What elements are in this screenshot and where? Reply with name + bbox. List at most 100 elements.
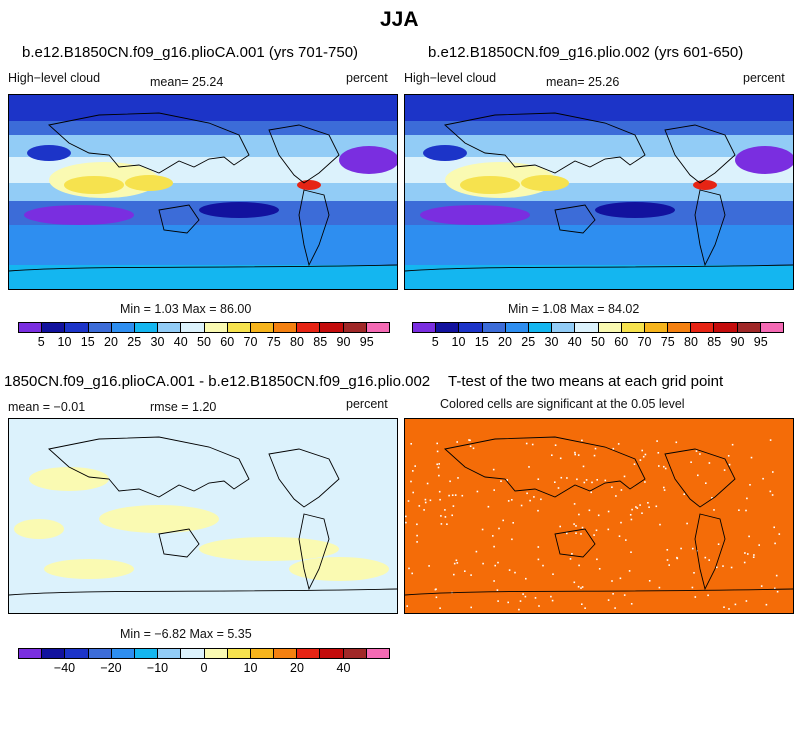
insignificant-cell xyxy=(439,498,441,501)
insignificant-cell xyxy=(410,443,412,445)
insignificant-cell xyxy=(686,522,688,525)
colorbar-cell xyxy=(250,323,275,332)
panel3-rmse: rmse = 1.20 xyxy=(150,400,217,414)
insignificant-cell xyxy=(452,505,455,507)
colorbar-cell xyxy=(760,323,783,332)
insignificant-cell xyxy=(444,516,447,518)
colorbar-cell xyxy=(320,323,344,332)
colorbar-tick-label: 10 xyxy=(451,335,466,349)
insignificant-cell xyxy=(414,465,416,467)
insignificant-cell xyxy=(694,596,697,598)
colorbar-tick-label: 80 xyxy=(684,335,698,349)
panel1-map xyxy=(8,94,398,290)
insignificant-cell xyxy=(775,574,778,577)
insignificant-cell xyxy=(469,445,472,447)
insignificant-cell xyxy=(760,585,763,587)
panel2-variable-label: High−level cloud xyxy=(404,71,497,85)
colorbar-tick-label: 0 xyxy=(200,661,208,675)
colorbar-cell xyxy=(65,323,89,332)
insignificant-cell xyxy=(440,515,442,517)
insignificant-cell xyxy=(675,441,678,444)
insignificant-cell xyxy=(631,508,633,511)
insignificant-cell xyxy=(707,594,709,597)
colorbar-cell xyxy=(366,649,389,658)
colorbar-cell xyxy=(181,323,205,332)
insignificant-cell xyxy=(753,554,755,556)
insignificant-cell xyxy=(597,514,600,517)
insignificant-cell xyxy=(676,556,678,559)
insignificant-cell xyxy=(717,543,720,545)
insignificant-cell xyxy=(749,484,751,486)
colorbar-tick-label: 10 xyxy=(243,661,258,675)
colorbar-cell xyxy=(204,323,228,332)
insignificant-cell xyxy=(410,480,412,483)
colorbar-cell xyxy=(413,323,437,332)
insignificant-cell xyxy=(711,497,713,499)
insignificant-cell xyxy=(424,498,427,501)
insignificant-cell xyxy=(666,559,669,561)
insignificant-cell xyxy=(636,507,639,509)
insignificant-cell xyxy=(772,471,774,473)
insignificant-cell xyxy=(492,468,495,471)
insignificant-cell xyxy=(573,503,576,505)
insignificant-cell xyxy=(575,532,577,534)
insignificant-cell xyxy=(745,600,748,602)
insignificant-cell xyxy=(656,440,658,442)
insignificant-cell xyxy=(620,489,623,491)
insignificant-cell xyxy=(581,586,584,588)
insignificant-cell xyxy=(500,480,502,482)
insignificant-cell xyxy=(428,565,430,567)
insignificant-cell xyxy=(550,595,552,598)
insignificant-cell xyxy=(727,455,730,457)
insignificant-cell xyxy=(554,481,556,483)
insignificant-cell xyxy=(520,504,523,507)
colorbar-cell xyxy=(343,323,367,332)
insignificant-cell xyxy=(407,500,410,502)
colorbar-cell xyxy=(320,649,344,658)
panel2-units: percent xyxy=(743,71,785,85)
colorbar-cell xyxy=(111,649,135,658)
panel3-colorbar-labels: −40 −20 −10 0 10 20 40 xyxy=(18,661,390,675)
insignificant-cell xyxy=(708,462,711,464)
panel1-colorbar-labels: 5 10 15 20 25 30 40 50 60 70 75 80 85 90 95 xyxy=(18,335,390,349)
colorbar-cell xyxy=(88,323,112,332)
insignificant-cell xyxy=(482,562,484,565)
insignificant-cell xyxy=(659,523,661,526)
insignificant-cell xyxy=(525,442,528,445)
insignificant-cell xyxy=(590,491,592,494)
insignificant-cell xyxy=(498,527,500,530)
insignificant-cell xyxy=(774,542,776,545)
insignificant-cell xyxy=(514,571,516,574)
insignificant-cell xyxy=(472,447,475,450)
colorbar-cell xyxy=(528,323,553,332)
insignificant-cell xyxy=(542,564,544,567)
panel1-mean: mean= 25.24 xyxy=(150,75,224,89)
insignificant-cell xyxy=(583,481,586,484)
insignificant-cell xyxy=(584,607,586,609)
insignificant-cell xyxy=(416,541,418,543)
insignificant-cell xyxy=(629,514,632,516)
colorbar-tick-label: 90 xyxy=(336,335,351,349)
insignificant-cell xyxy=(451,494,454,496)
insignificant-cell xyxy=(493,580,495,582)
panel3-minmax: Min = −6.82 Max = 5.35 xyxy=(120,627,252,641)
colorbar-tick-label: 30 xyxy=(150,335,165,349)
insignificant-cell xyxy=(438,474,440,477)
colorbar-cell xyxy=(274,649,298,658)
insignificant-cell xyxy=(493,489,495,491)
colorbar-cell xyxy=(65,649,89,658)
insignificant-cell xyxy=(438,490,441,493)
insignificant-cell xyxy=(455,559,458,562)
insignificant-cell xyxy=(619,577,622,580)
insignificant-cell xyxy=(496,589,499,591)
insignificant-cell xyxy=(456,441,458,443)
colorbar-tick-label: 25 xyxy=(521,335,536,349)
insignificant-cell xyxy=(507,500,510,502)
insignificant-cell xyxy=(657,452,660,454)
colorbar-tick-label: 50 xyxy=(591,335,605,349)
panel1-minmax: Min = 1.03 Max = 86.00 xyxy=(120,302,252,316)
insignificant-cell xyxy=(537,546,540,548)
insignificant-cell xyxy=(559,525,561,528)
panel2-title: b.e12.B1850CN.f09_g16.plio.002 (yrs 601-… xyxy=(428,44,744,61)
colorbar-cell xyxy=(297,323,321,332)
